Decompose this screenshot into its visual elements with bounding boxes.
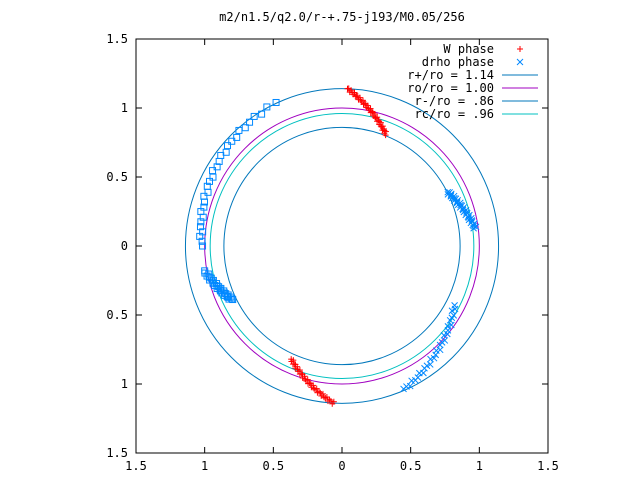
data-point — [330, 398, 337, 405]
data-point — [198, 237, 206, 245]
data-point — [319, 390, 326, 397]
data-point — [361, 100, 368, 107]
reference-circle — [204, 107, 480, 385]
data-point — [209, 167, 217, 175]
data-point — [447, 321, 455, 329]
data-point — [200, 192, 208, 200]
data-point — [246, 118, 254, 126]
legend-label: rc/ro = .96 — [415, 107, 494, 121]
data-point — [301, 373, 308, 380]
axis-ticks: 1.5 1 0.5 0 0.5 1 1.51.510.500.511.5 — [106, 32, 559, 473]
data-point — [213, 163, 221, 171]
reference-circle — [184, 88, 500, 404]
data-point — [351, 89, 358, 96]
data-point — [205, 177, 213, 185]
y-tick-label: 1.5 — [106, 446, 128, 460]
data-point — [207, 274, 215, 282]
y-tick-label: 1 — [121, 101, 128, 115]
data-point — [228, 295, 236, 303]
data-point — [432, 351, 440, 359]
data-point — [263, 103, 271, 111]
data-point — [453, 199, 461, 207]
x-tick-label: 0.5 — [262, 459, 284, 473]
legend-swatch — [516, 58, 524, 66]
data-point — [451, 305, 459, 313]
data-point — [317, 389, 324, 396]
data-point — [427, 355, 434, 363]
reference-circles — [184, 88, 500, 404]
data-point — [326, 396, 333, 403]
legend-label: ro/ro = 1.00 — [407, 81, 494, 95]
data-point — [400, 385, 407, 393]
data-point — [356, 94, 363, 101]
x-tick-label: 0.5 — [400, 459, 422, 473]
data-point — [223, 142, 231, 150]
x-tick-label: 0 — [338, 459, 345, 473]
x-tick-label: 1.5 — [537, 459, 559, 473]
data-point — [197, 218, 205, 226]
data-point — [298, 370, 305, 377]
data-point — [310, 382, 317, 389]
data-point — [316, 388, 323, 395]
data-point — [323, 394, 330, 401]
data-point — [459, 206, 467, 214]
data-point — [215, 157, 223, 165]
data-point — [436, 341, 444, 349]
data-point — [196, 223, 204, 231]
reference-circle — [223, 126, 461, 366]
data-point — [450, 194, 458, 202]
data-point — [229, 296, 237, 304]
data-point — [448, 307, 456, 315]
y-tick-label: 1 — [121, 377, 128, 391]
data-point — [408, 377, 415, 385]
data-point — [201, 198, 209, 206]
data-point — [199, 213, 207, 221]
y-tick-label: 0.5 — [106, 308, 128, 322]
chart-title: m2/n1.5/q2.0/r-+.75-j193/M0.05/256 — [219, 10, 465, 24]
legend-label: drho phase — [422, 55, 494, 69]
data-point — [228, 137, 236, 145]
data-point — [470, 222, 477, 230]
data-point — [196, 232, 204, 240]
x-tick-label: 1.5 — [125, 459, 147, 473]
data-point — [233, 133, 241, 141]
legend-label: W phase — [443, 42, 494, 56]
data-point — [258, 110, 266, 118]
data-point — [327, 397, 334, 404]
data-points — [196, 85, 480, 407]
data-point — [204, 188, 212, 196]
data-point — [382, 132, 389, 139]
x-tick-label: 1 — [476, 459, 483, 473]
data-point — [313, 385, 320, 392]
legend-label: r-/ro = .86 — [415, 94, 494, 108]
data-point — [416, 369, 423, 377]
reference-circle — [209, 113, 475, 379]
data-point — [272, 98, 280, 106]
data-point — [364, 102, 371, 109]
data-point — [250, 112, 258, 120]
y-tick-label: 0 — [121, 239, 128, 253]
y-tick-label: 1.5 — [106, 32, 128, 46]
x-tick-label: 1 — [201, 459, 208, 473]
data-point — [227, 293, 235, 301]
legend-swatch — [517, 46, 523, 52]
data-point — [306, 379, 313, 386]
y-tick-label: 0.5 — [106, 170, 128, 184]
data-point — [359, 97, 366, 104]
data-point — [470, 224, 477, 232]
legend-label: r+/ro = 1.14 — [407, 68, 494, 82]
data-point — [235, 126, 243, 134]
data-point — [199, 242, 207, 250]
